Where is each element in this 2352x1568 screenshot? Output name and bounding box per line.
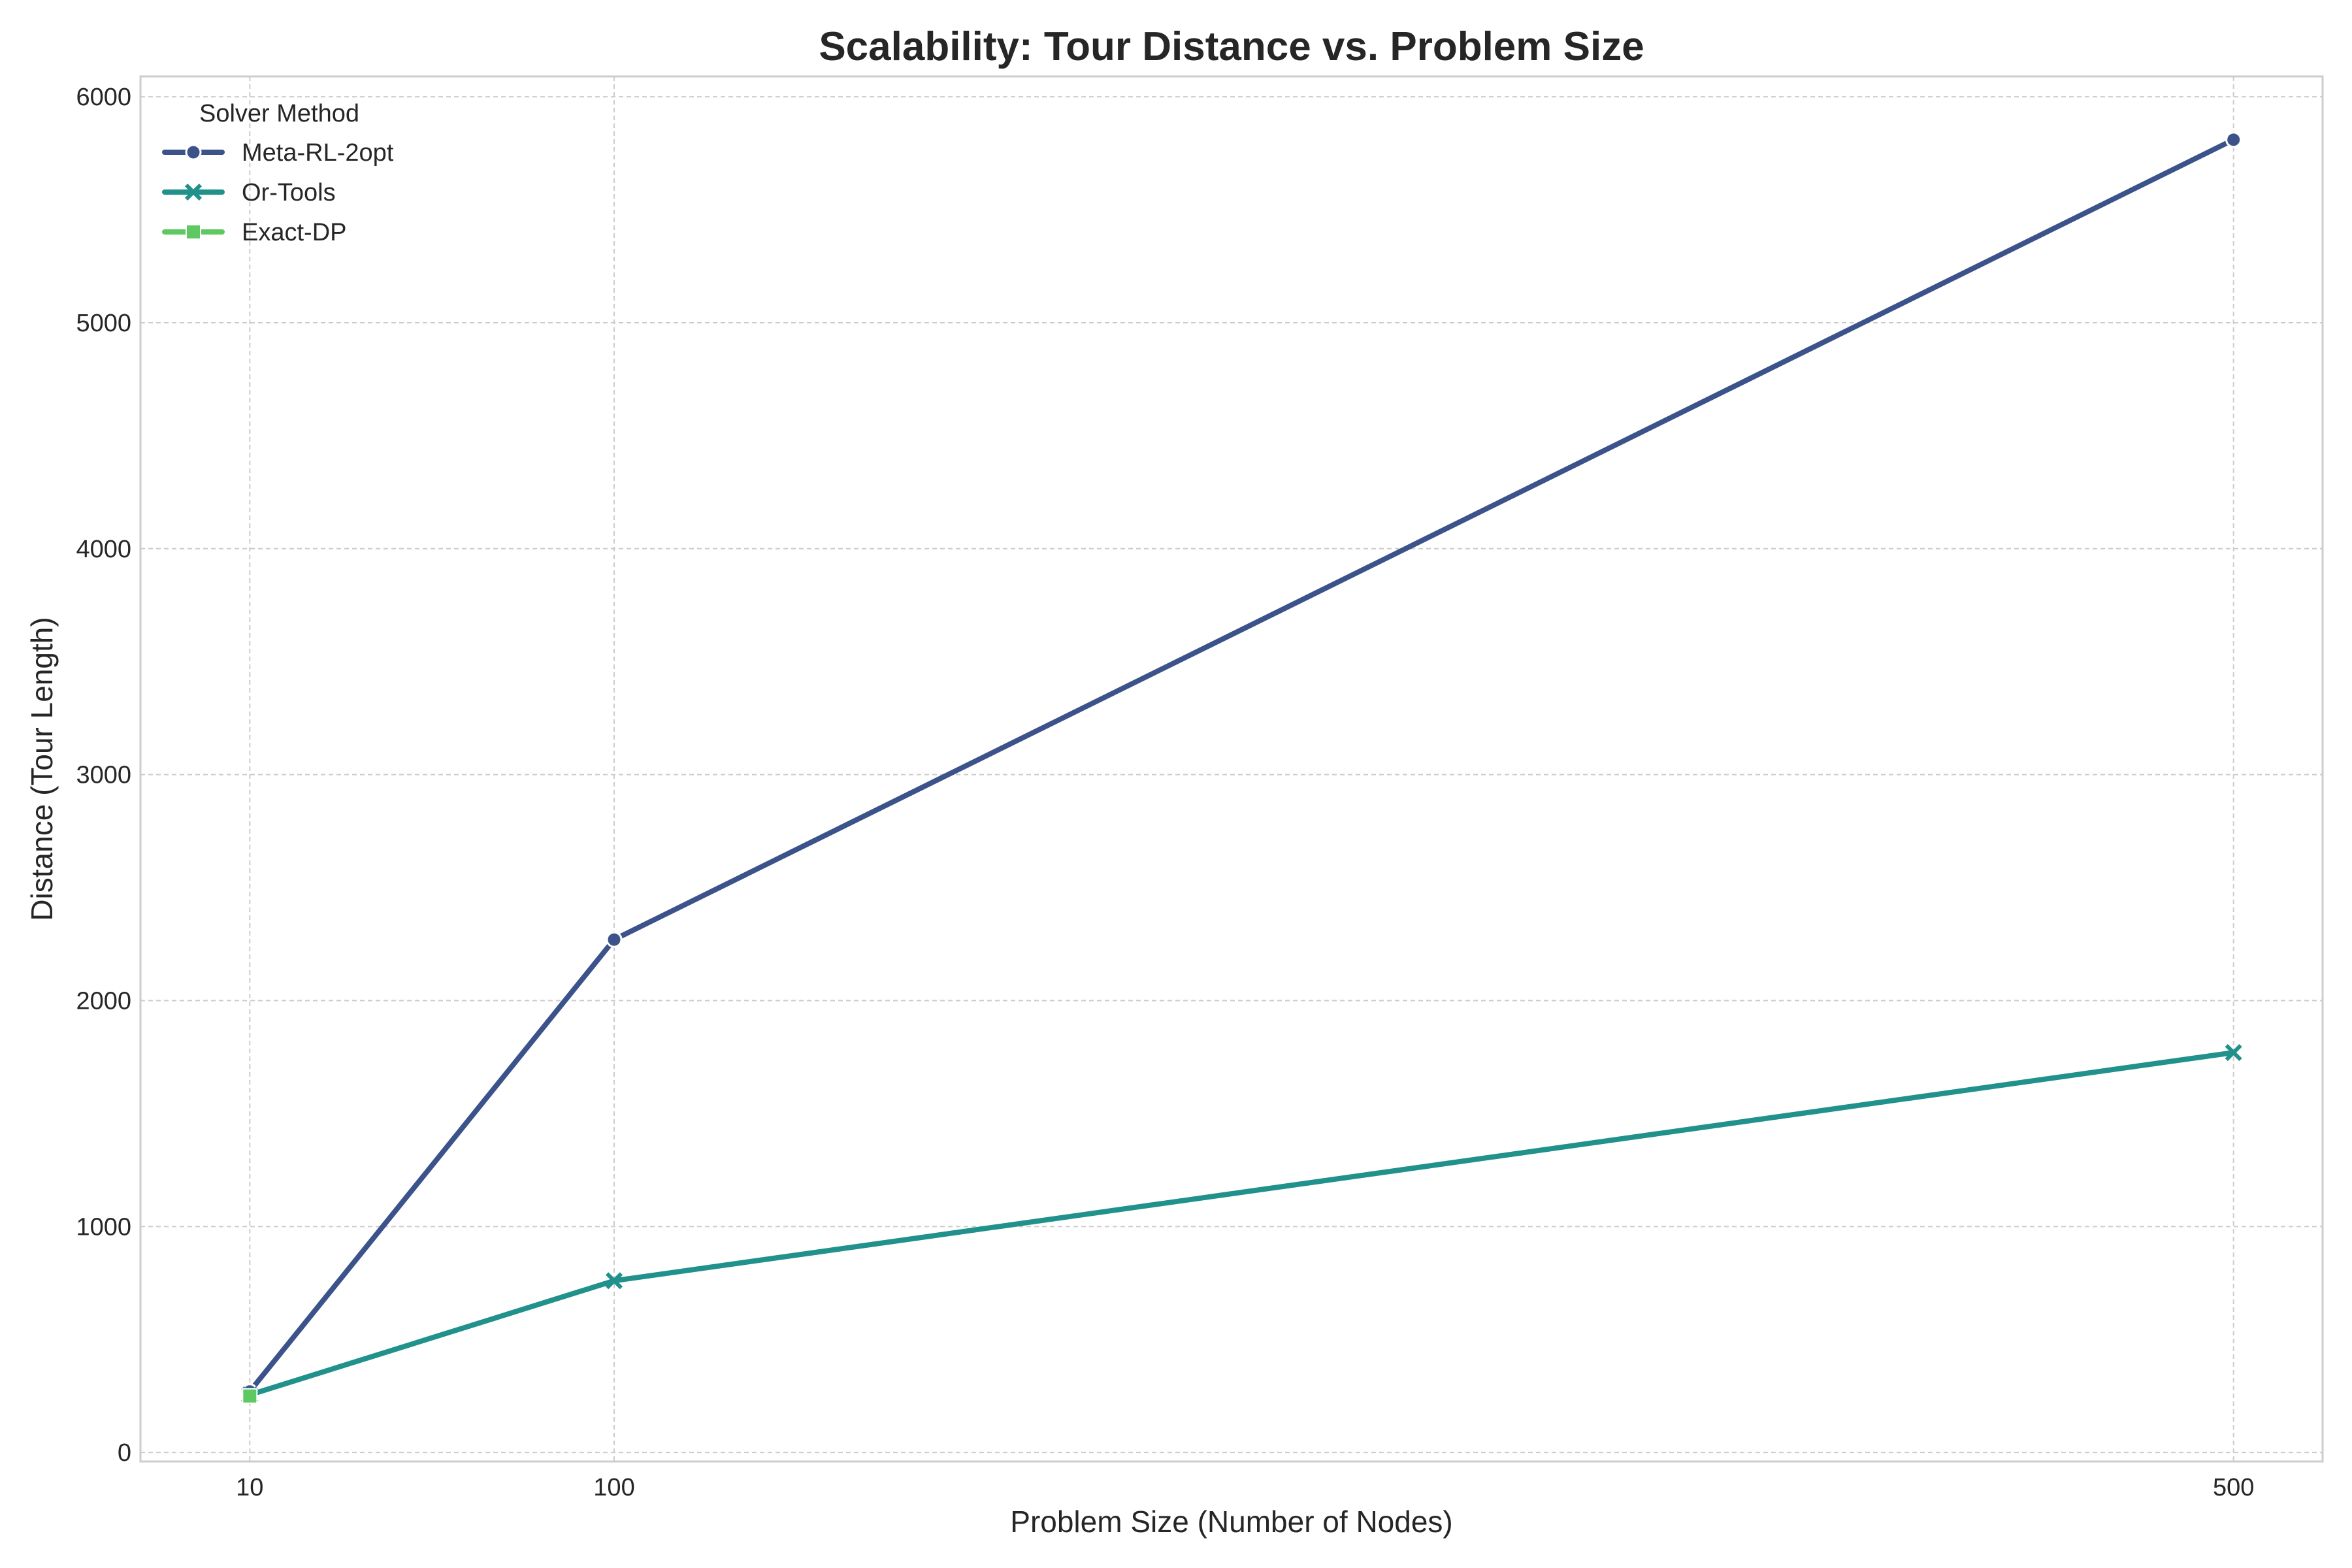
x-tick-label: 10 [236,1474,263,1501]
data-point [2225,131,2242,148]
data-point [242,1388,258,1404]
y-tick-label: 1000 [76,1213,131,1241]
y-tick-label: 5000 [76,310,131,337]
data-point [606,931,623,948]
series-exact-dp [242,1388,258,1404]
y-axis-label: Distance (Tour Length) [25,617,59,921]
legend-label: Meta-RL-2opt [242,139,394,167]
legend-label: Exact-DP [242,219,346,246]
legend-swatch-marker [184,183,203,201]
y-tick-label: 6000 [76,84,131,111]
legend-item: Or-Tools [162,179,336,206]
grid [140,76,2323,1462]
plot-area-frame [139,75,2324,1463]
y-tick-label: 0 [118,1439,131,1467]
chart-title: Scalability: Tour Distance vs. Problem S… [819,24,1644,69]
x-axis-label: Problem Size (Number of Nodes) [1010,1505,1452,1539]
y-tick-label: 2000 [76,987,131,1015]
legend-swatch-marker [185,144,202,161]
y-tick-label: 4000 [76,536,131,563]
legend-swatch-marker [186,224,201,240]
series-layer [241,131,2242,1404]
legend: Solver Method Meta-RL-2opt Or-Tools Exact-… [162,100,394,246]
data-point [2225,1043,2242,1062]
legend-item: Meta-RL-2opt [162,139,394,167]
x-tick-label: 100 [593,1474,634,1501]
legend-item: Exact-DP [162,219,346,246]
legend-label: Or-Tools [242,179,336,206]
legend-items: Meta-RL-2opt Or-Tools Exact-DP [162,139,394,246]
x-tick-label: 500 [2213,1474,2254,1501]
y-tick-label: 3000 [76,762,131,789]
legend-title: Solver Method [199,100,359,127]
data-point [605,1272,623,1290]
